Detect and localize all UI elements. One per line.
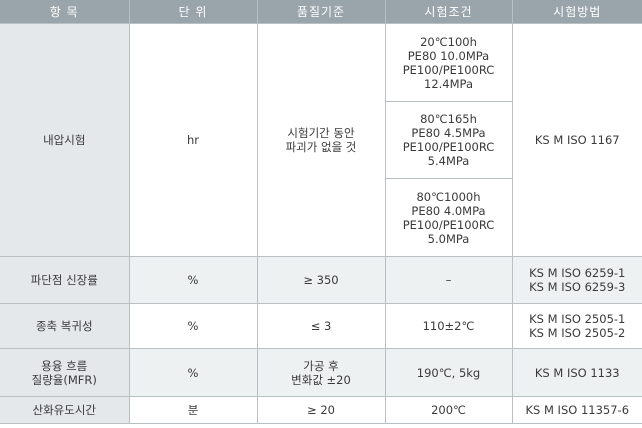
elongation-standard: ≥ 350 — [256, 256, 386, 304]
mfr-condition: 190℃, 5kg — [384, 348, 513, 397]
pressure-unit: hr — [128, 23, 258, 257]
oit-condition: 200℃ — [384, 396, 513, 424]
reversion-unit: % — [128, 303, 258, 349]
header-item: 항 목 — [0, 0, 130, 24]
reversion-method: KS M ISO 2505-1 KS M ISO 2505-2 — [511, 303, 642, 349]
reversion-condition: 110±2℃ — [384, 303, 513, 349]
table-row: 종축 복귀성 % ≤ 3 110±2℃ KS M ISO 2505-1 KS M… — [0, 303, 642, 349]
pressure-condition-3: 80℃1000h PE80 4.0MPa PE100/PE100RC 5.0MP… — [385, 178, 512, 257]
table-row: 파단점 신장률 % ≥ 350 – KS M ISO 6259-1 KS M I… — [0, 256, 642, 304]
header-method: 시험방법 — [511, 0, 642, 24]
elongation-condition: – — [384, 256, 513, 304]
mfr-item: 용융 흐름 질량율(MFR) — [0, 348, 130, 397]
table-row: 80℃165h PE80 4.5MPa PE100/PE100RC 5.4MPa — [0, 101, 642, 179]
mfr-method: KS M ISO 1133 — [511, 348, 642, 397]
pressure-condition-1: 20℃100h PE80 10.0MPa PE100/PE100RC 12.4M… — [384, 23, 513, 102]
pressure-standard: 시험기간 동안 파괴가 없을 것 — [256, 23, 386, 257]
header-unit: 단 위 — [128, 0, 258, 24]
oit-item: 산화유도시간 — [0, 396, 130, 424]
oit-standard: ≥ 20 — [256, 396, 386, 424]
mfr-unit: % — [128, 348, 258, 397]
pressure-method: KS M ISO 1167 — [511, 23, 642, 257]
header-condition: 시험조건 — [384, 0, 513, 24]
elongation-method: KS M ISO 6259-1 KS M ISO 6259-3 — [511, 256, 642, 304]
table-row: 용융 흐름 질량율(MFR) % 가공 후 변화값 ±20 190℃, 5kg … — [0, 348, 642, 397]
header-standard: 품질기준 — [256, 0, 386, 24]
oit-method: KS M ISO 11357-6 — [511, 396, 642, 424]
table-row: 내압시험 hr 시험기간 동안 파괴가 없을 것 20℃100h PE80 10… — [0, 23, 642, 257]
elongation-unit: % — [128, 256, 258, 304]
oit-unit: 분 — [128, 396, 258, 424]
table-row: 산화유도시간 분 ≥ 20 200℃ KS M ISO 11357-6 — [0, 396, 642, 424]
reversion-item: 종축 복귀성 — [0, 303, 130, 349]
elongation-item: 파단점 신장률 — [0, 256, 130, 304]
pressure-condition-2: 80℃165h PE80 4.5MPa PE100/PE100RC 5.4MPa — [385, 101, 512, 179]
mfr-standard: 가공 후 변화값 ±20 — [256, 348, 386, 397]
reversion-standard: ≤ 3 — [256, 303, 386, 349]
pressure-item: 내압시험 — [0, 23, 130, 257]
header-row: 항 목 단 위 품질기준 시험조건 시험방법 — [0, 0, 642, 24]
